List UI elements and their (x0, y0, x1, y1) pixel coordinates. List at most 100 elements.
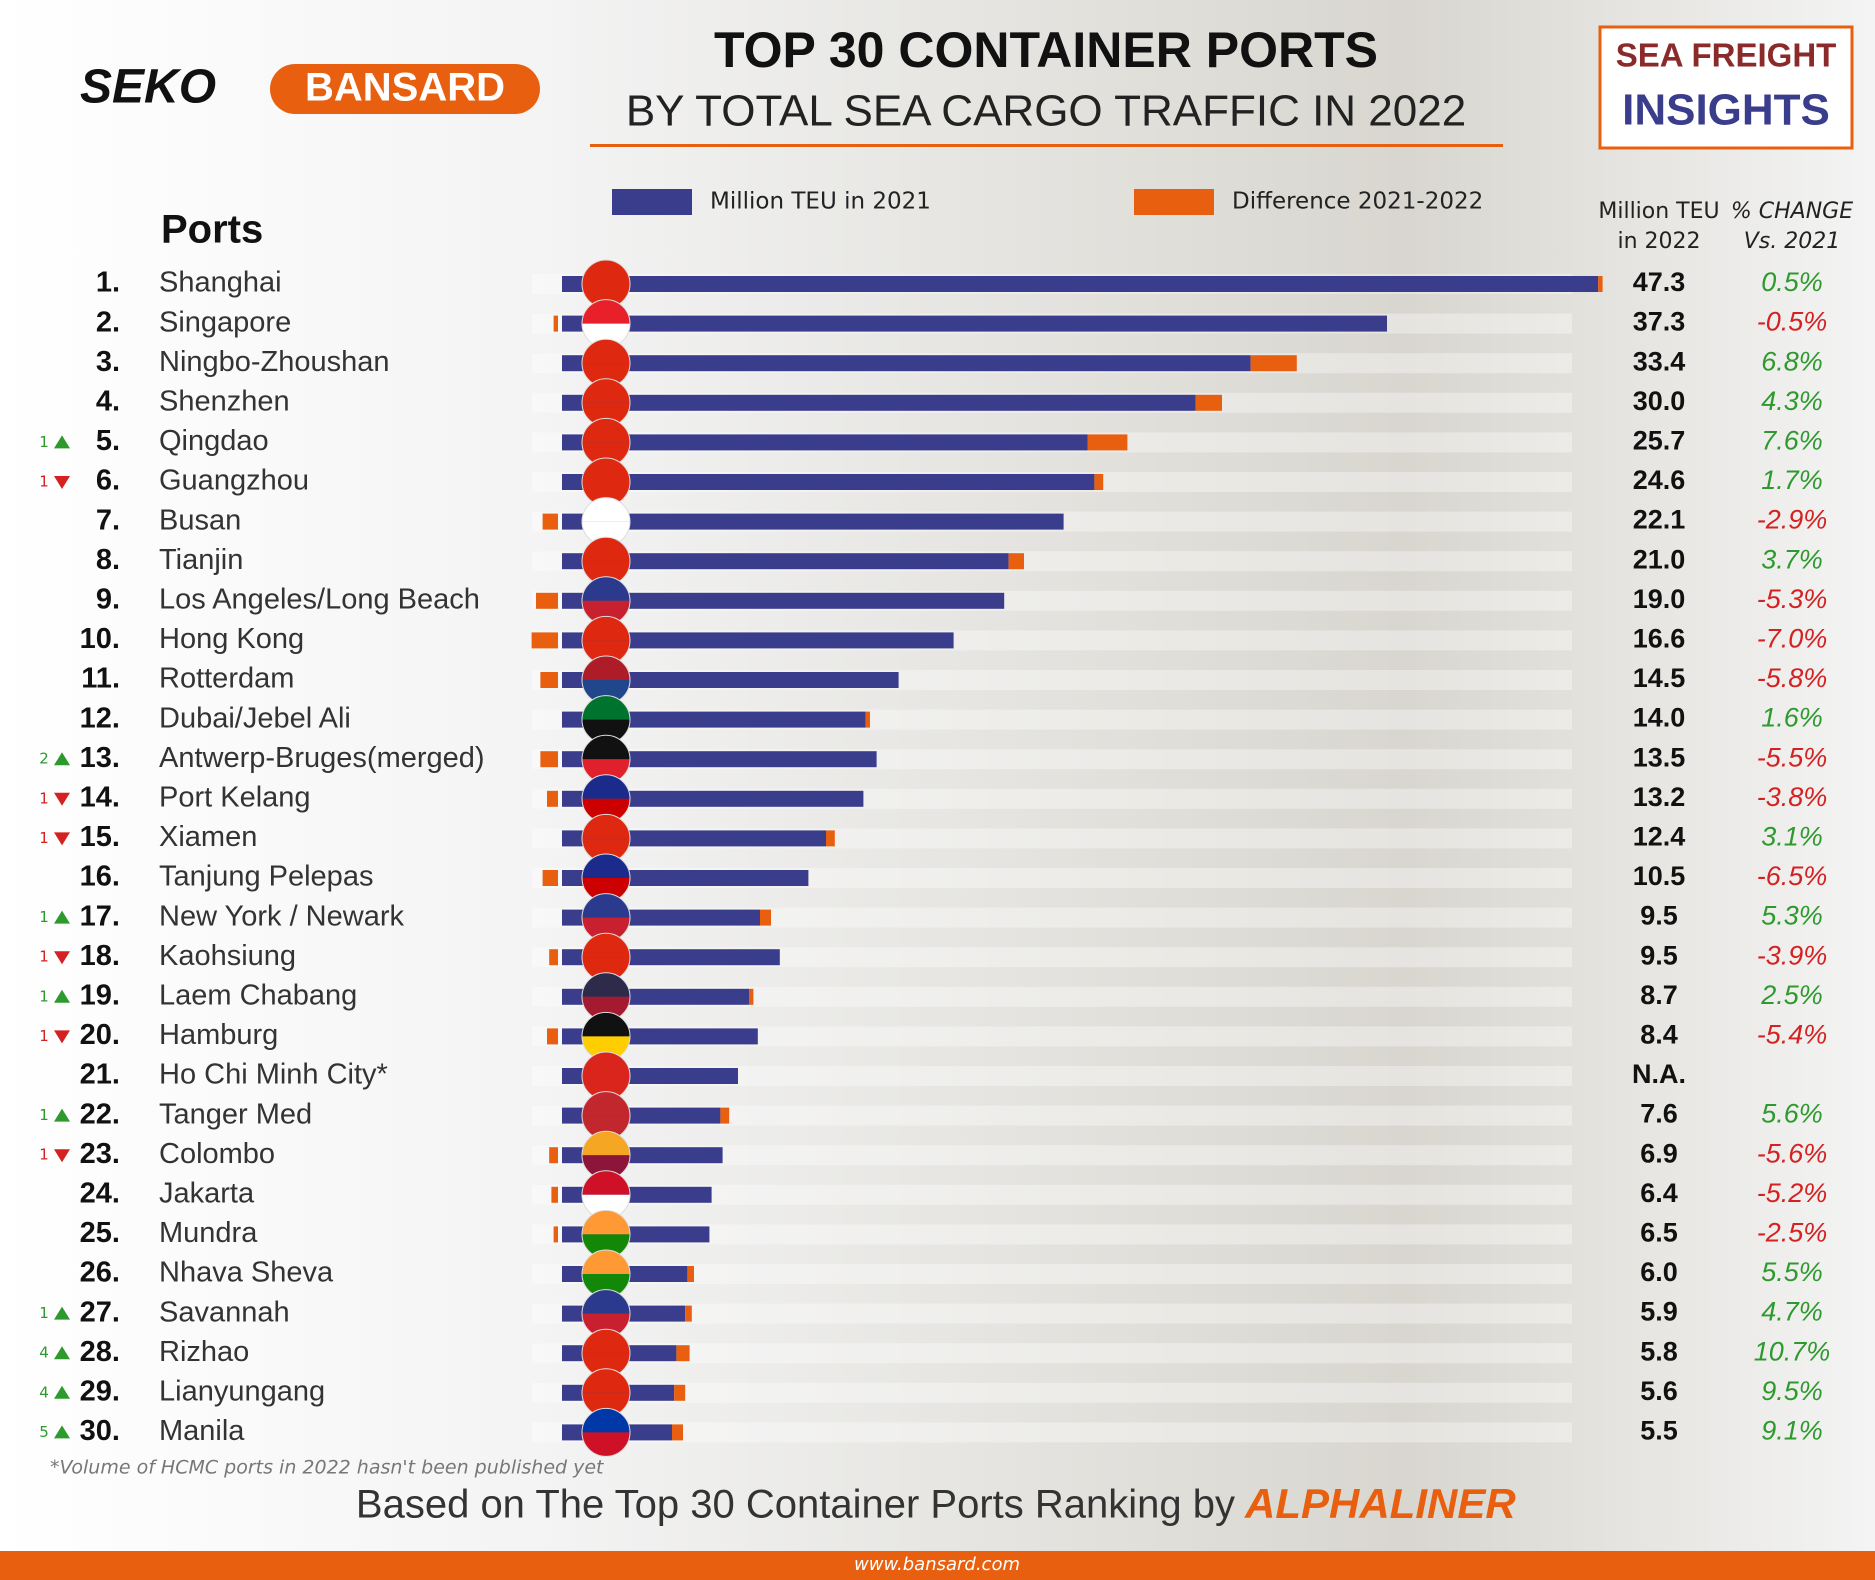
rank-change: 1 (39, 948, 49, 966)
bar-difference (554, 1226, 558, 1242)
port-name: New York / Newark (159, 900, 404, 932)
bar-2021 (562, 395, 1196, 411)
column-header: Vs. 2021 (1744, 229, 1841, 254)
pct-change: 9.1% (1761, 1416, 1823, 1446)
value-2022: 33.4 (1633, 346, 1686, 376)
port-name: Hong Kong (159, 623, 304, 655)
value-2022: 6.9 (1640, 1138, 1678, 1168)
rank-change: 5 (39, 1423, 49, 1441)
rank: 12. (80, 702, 120, 734)
port-name: Guangzhou (159, 465, 309, 497)
bar-difference (540, 672, 558, 688)
value-2022: 8.7 (1640, 980, 1678, 1010)
port-name: Hamburg (159, 1019, 278, 1051)
port-name: Busan (159, 504, 241, 536)
rank: 20. (80, 1019, 120, 1051)
port-name: Lianyungang (159, 1375, 325, 1407)
value-2022: 5.6 (1640, 1376, 1678, 1406)
chart-subtitle: BY TOTAL SEA CARGO TRAFFIC IN 2022 (626, 87, 1466, 136)
rank-change: 1 (39, 908, 49, 926)
port-name: Laem Chabang (159, 979, 357, 1011)
rank: 15. (80, 821, 120, 853)
bar-difference (1009, 553, 1024, 569)
bar-difference (540, 751, 558, 767)
chart-title: TOP 30 CONTAINER PORTS (714, 22, 1378, 78)
pct-change: 4.7% (1761, 1297, 1823, 1327)
value-2022: 12.4 (1633, 822, 1686, 852)
port-name: Colombo (159, 1138, 275, 1170)
value-2022: 10.5 (1633, 861, 1686, 891)
bar-difference (676, 1345, 689, 1361)
port-name: Singapore (159, 306, 291, 338)
pct-change: -5.2% (1757, 1178, 1828, 1208)
bar-difference (547, 1028, 558, 1044)
value-2022: 9.5 (1640, 901, 1678, 931)
port-name: Xiamen (159, 821, 257, 853)
pct-change: -2.5% (1757, 1218, 1828, 1248)
bar-difference (543, 514, 558, 530)
pct-change: -7.0% (1757, 624, 1828, 654)
column-header: % CHANGE (1731, 199, 1853, 224)
row-track (532, 1422, 1572, 1442)
bar-difference (760, 910, 771, 926)
rank: 18. (80, 940, 120, 972)
pct-change: -5.8% (1757, 663, 1828, 693)
pct-change: 6.8% (1761, 346, 1823, 376)
rank: 27. (80, 1296, 120, 1328)
rank-change: 1 (39, 789, 49, 807)
port-name: Mundra (159, 1217, 258, 1249)
value-2022: 24.6 (1633, 465, 1686, 495)
legend-swatch (1134, 189, 1214, 215)
port-name: Shenzhen (159, 385, 290, 417)
brand-left: SEKO (80, 61, 216, 114)
rank: 17. (80, 900, 120, 932)
port-name: Qingdao (159, 425, 269, 457)
rank-change: 2 (39, 750, 49, 768)
rank-change: 1 (39, 1146, 49, 1164)
rank: 14. (80, 781, 120, 813)
port-name: Antwerp-Bruges(merged) (159, 742, 485, 774)
port-name: Savannah (159, 1296, 290, 1328)
legend-label: Difference 2021-2022 (1232, 189, 1483, 215)
pct-change: -5.3% (1757, 584, 1828, 614)
value-2022: N.A. (1632, 1059, 1686, 1089)
port-name: Kaohsiung (159, 940, 296, 972)
column-header: in 2022 (1617, 229, 1700, 254)
rank: 4. (96, 385, 120, 417)
port-name: Rotterdam (159, 663, 294, 695)
title-underline (590, 144, 1503, 147)
column-header: Million TEU (1598, 199, 1719, 224)
bar-difference (554, 316, 558, 332)
bar-2021 (562, 474, 1094, 490)
port-name: Ningbo-Zhoushan (159, 346, 390, 378)
source-brand: ALPHALINER (1244, 1480, 1516, 1527)
port-name: Tianjin (159, 544, 243, 576)
rank: 5. (96, 425, 120, 457)
port-name: Tanjung Pelepas (159, 861, 373, 893)
value-2022: 13.2 (1633, 782, 1686, 812)
bar-difference (1094, 474, 1103, 490)
pct-change: -2.9% (1757, 505, 1828, 535)
value-2022: 6.4 (1640, 1178, 1678, 1208)
pct-change: 5.5% (1761, 1257, 1823, 1287)
rank: 30. (80, 1415, 120, 1447)
bar-2021 (562, 355, 1251, 371)
rank-change: 1 (39, 1304, 49, 1322)
pct-change: 10.7% (1754, 1336, 1831, 1366)
value-2022: 16.6 (1633, 624, 1686, 654)
pct-change: 1.6% (1761, 703, 1823, 733)
badge-bottom: INSIGHTS (1622, 86, 1830, 135)
pct-change: -5.5% (1757, 742, 1828, 772)
rank: 9. (96, 583, 120, 615)
bar-difference (672, 1424, 683, 1440)
rank-change: 1 (39, 1027, 49, 1045)
rank: 8. (96, 544, 120, 576)
ports-header: Ports (161, 208, 263, 252)
rank: 11. (81, 663, 120, 695)
bar-difference (549, 949, 558, 965)
rank: 13. (80, 742, 120, 774)
pct-change: -0.5% (1757, 307, 1828, 337)
bar-difference (1196, 395, 1222, 411)
value-2022: 6.5 (1640, 1218, 1678, 1248)
